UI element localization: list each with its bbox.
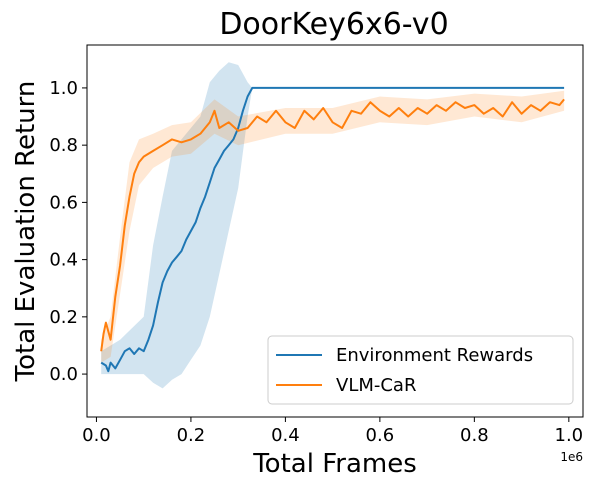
y-tick-label: 0.6 — [49, 192, 78, 213]
x-tick-label: 0.0 — [82, 425, 111, 446]
legend-label-environment-rewards: Environment Rewards — [336, 345, 533, 366]
x-axis-ticks: 0.0 0.2 0.4 0.6 0.8 1.0 — [82, 417, 583, 446]
series-line-environment-rewards — [100, 86, 565, 373]
y-axis-title: Total Evaluation Return — [11, 81, 41, 383]
x-scale-label: 1e6 — [560, 450, 583, 464]
plot-area — [100, 62, 565, 389]
chart-title: DoorKey6x6-v0 — [219, 7, 448, 42]
y-tick-label: 0.8 — [49, 135, 78, 156]
plot-frame — [86, 44, 584, 418]
x-tick-label: 1.0 — [555, 425, 584, 446]
x-tick-label: 0.6 — [366, 425, 395, 446]
y-tick-label: 0.4 — [49, 250, 78, 271]
band-vlm-car — [101, 90, 565, 363]
y-tick-label: 1.0 — [49, 78, 78, 99]
legend: Environment Rewards VLM-CaR — [267, 335, 574, 405]
x-axis-title: Total Frames — [252, 449, 417, 479]
y-tick-label: 0.0 — [49, 364, 78, 385]
y-axis-ticks: 0.0 0.2 0.4 0.6 0.8 1.0 — [49, 78, 87, 385]
x-tick-label: 0.4 — [271, 425, 300, 446]
x-tick-label: 0.2 — [177, 425, 206, 446]
y-tick-label: 0.2 — [49, 307, 78, 328]
x-tick-label: 0.8 — [460, 425, 489, 446]
legend-box — [267, 335, 574, 405]
series-line-vlm-car — [100, 98, 565, 352]
legend-label-vlm-car: VLM-CaR — [336, 375, 416, 396]
band-environment-rewards — [101, 62, 565, 389]
